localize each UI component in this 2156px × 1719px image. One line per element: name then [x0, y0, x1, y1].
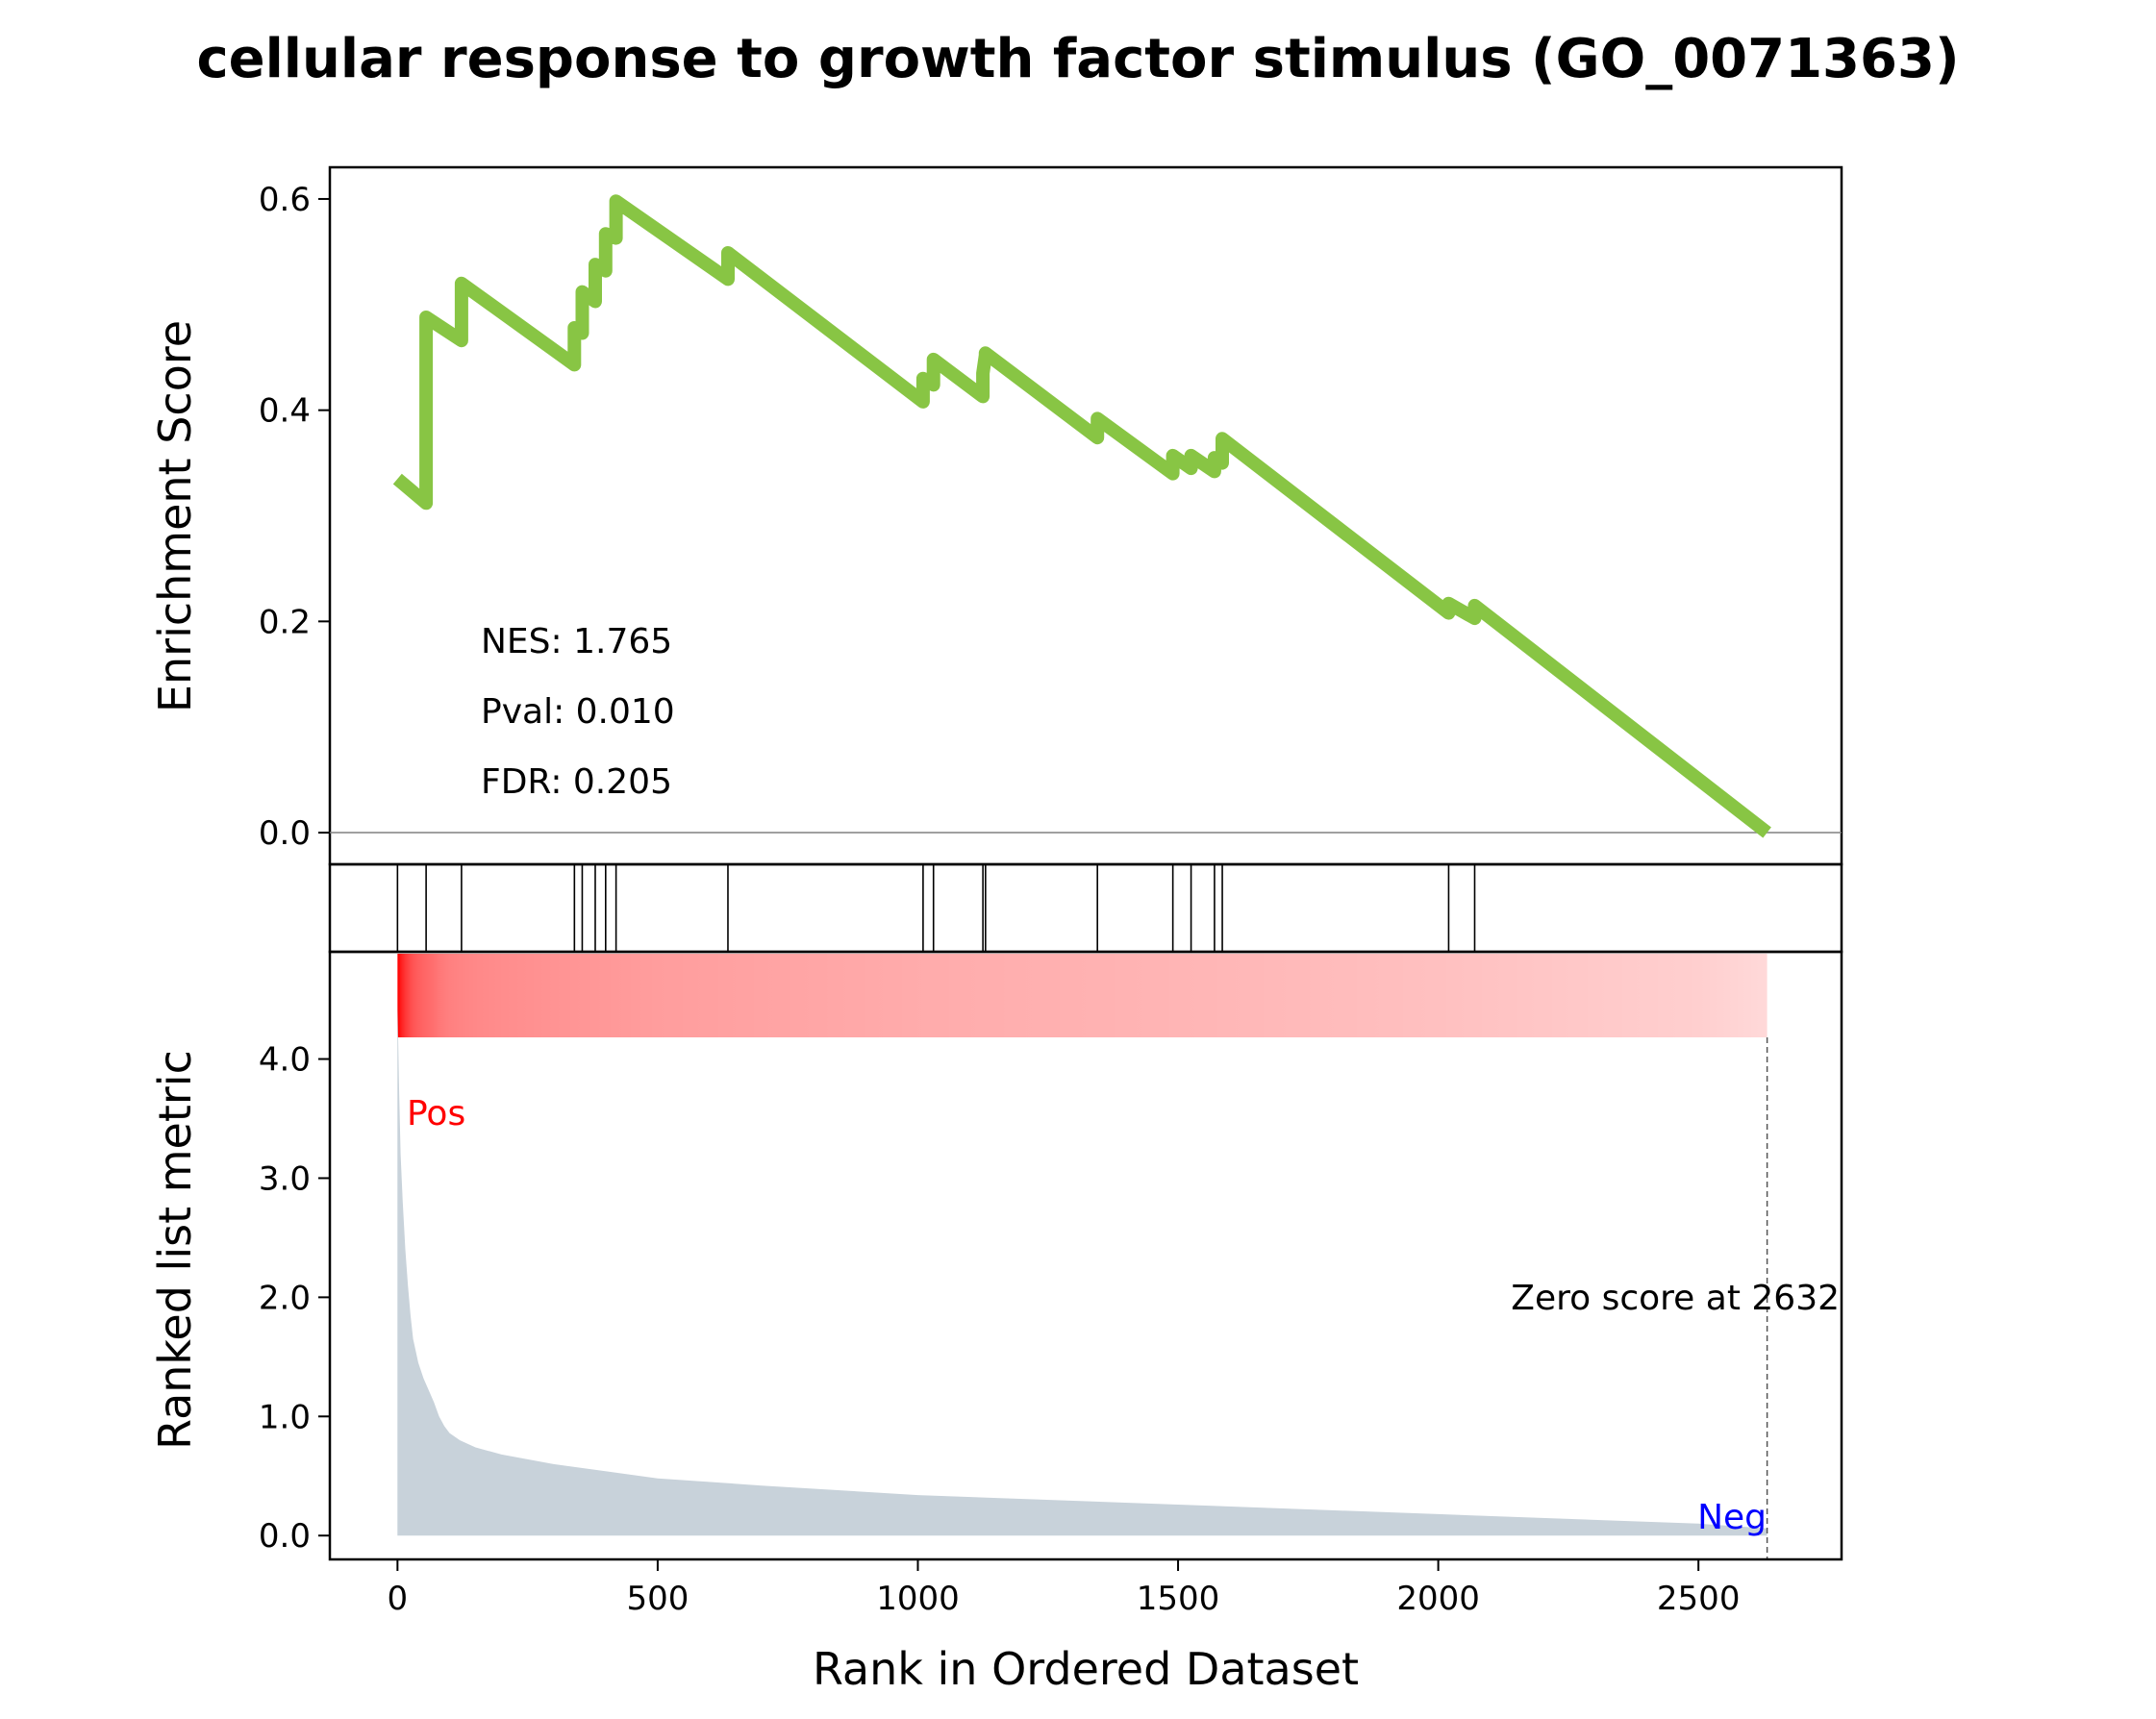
x-tick-label: 1500 — [1137, 1580, 1220, 1618]
nes-annotation: NES: 1.765 — [481, 622, 672, 661]
rank-metric-area — [397, 999, 1767, 1536]
es-y-tick-label: 0.4 — [259, 392, 311, 431]
fdr-annotation: FDR: 0.205 — [481, 762, 672, 802]
rank-gradient-bar — [397, 954, 1767, 1037]
hit-lines — [396, 864, 1476, 952]
x-tick-label: 0 — [388, 1580, 409, 1618]
es-y-tick-label: 0.2 — [259, 603, 311, 641]
pval-annotation: Pval: 0.010 — [481, 692, 675, 732]
es-y-tick-label: 0.6 — [259, 181, 311, 219]
es-panel-frame — [328, 165, 1843, 866]
rank-y-tick-label: 2.0 — [259, 1279, 311, 1317]
rank-y-tick-label: 4.0 — [259, 1041, 311, 1080]
rank-y-axis: 0.0 1.0 2.0 3.0 4.0 — [259, 1041, 330, 1556]
pos-label: Pos — [407, 1094, 465, 1134]
x-axis: 0 500 1000 1500 2000 2500 — [388, 1559, 1741, 1618]
rank-axis-label: Ranked list metric — [149, 1050, 201, 1450]
x-tick-label: 2000 — [1396, 1580, 1480, 1618]
x-tick-label: 1000 — [876, 1580, 960, 1618]
rank-y-tick-label: 1.0 — [259, 1398, 311, 1436]
rank-y-tick-label: 3.0 — [259, 1159, 311, 1198]
es-panel: 0.0 0.2 0.4 0.6 Enrichment Score NES: 1.765… — [149, 165, 1843, 866]
neg-label: Neg — [1697, 1498, 1767, 1537]
es-y-tick-label: 0.0 — [259, 814, 311, 853]
x-tick-label: 500 — [626, 1580, 689, 1618]
es-curve — [392, 194, 1771, 838]
zero-score-label: Zero score at 2632 — [1511, 1279, 1840, 1318]
x-tick-label: 2500 — [1657, 1580, 1741, 1618]
hits-panel — [328, 862, 1843, 954]
rank-panel-frame — [328, 950, 1843, 1561]
es-y-axis: 0.0 0.2 0.4 0.6 — [259, 181, 330, 853]
hits-panel-frame — [328, 862, 1843, 954]
rank-panel: 0.0 1.0 2.0 3.0 4.0 Ranked list metric Pos N… — [149, 950, 1843, 1561]
rank-y-tick-label: 0.0 — [259, 1517, 311, 1556]
es-axis-label: Enrichment Score — [149, 320, 201, 712]
x-axis-label: Rank in Ordered Dataset — [813, 1643, 1359, 1695]
chart-title: cellular response to growth factor stimu… — [196, 28, 1959, 90]
